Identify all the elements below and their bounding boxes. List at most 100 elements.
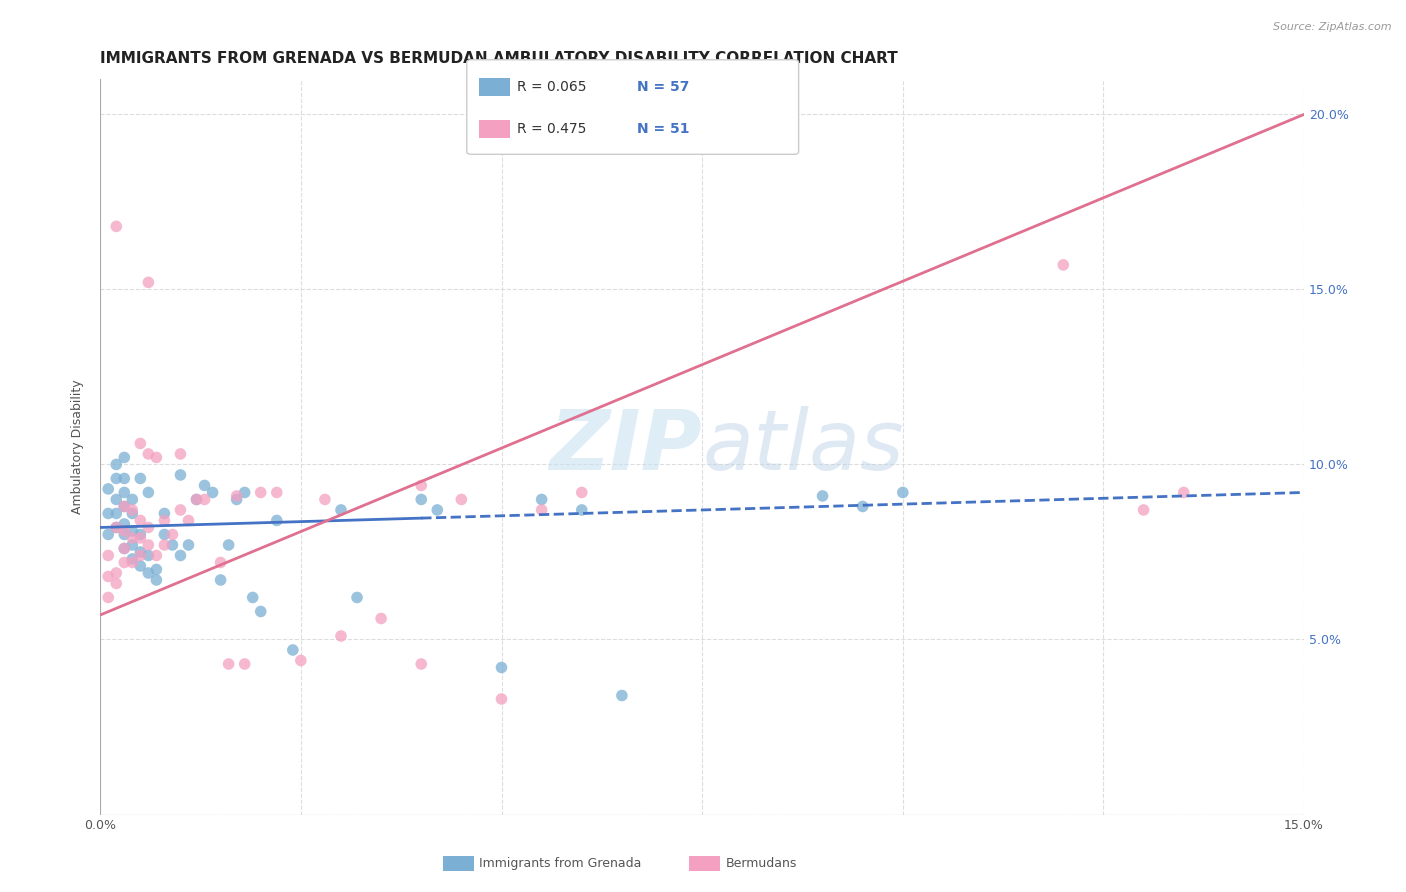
Point [129, 549, 152, 563]
Point [112, 471, 135, 485]
Point [97, 482, 120, 496]
Point [97, 527, 120, 541]
Text: Immigrants from Grenada: Immigrants from Grenada [479, 857, 641, 870]
Point [225, 492, 247, 507]
Point [153, 538, 176, 552]
Point [186, 492, 208, 507]
Point [112, 541, 135, 556]
Point [218, 657, 240, 671]
Text: R = 0.065: R = 0.065 [517, 80, 586, 94]
Point [162, 538, 184, 552]
Point [105, 492, 128, 507]
Point [105, 471, 128, 485]
Point [145, 450, 167, 465]
Text: Bermudans: Bermudans [725, 857, 797, 870]
Point [129, 513, 152, 527]
Point [1052, 258, 1074, 272]
Point [138, 520, 160, 534]
Point [153, 507, 176, 521]
Point [121, 531, 143, 545]
Point [153, 513, 176, 527]
Point [571, 485, 593, 500]
Point [201, 485, 224, 500]
Point [177, 513, 200, 527]
Point [249, 485, 271, 500]
Point [138, 549, 160, 563]
Point [314, 492, 336, 507]
Point [112, 500, 135, 514]
Point [145, 549, 167, 563]
Point [169, 447, 191, 461]
Text: atlas: atlas [702, 407, 904, 487]
Point [491, 692, 513, 706]
Point [97, 507, 120, 521]
Point [129, 436, 152, 450]
Point [233, 485, 256, 500]
Point [105, 576, 128, 591]
Point [530, 503, 553, 517]
Point [169, 503, 191, 517]
Point [218, 538, 240, 552]
Point [225, 489, 247, 503]
Point [290, 653, 312, 667]
Point [177, 538, 200, 552]
Point [411, 478, 433, 492]
Point [209, 556, 232, 570]
Point [330, 629, 353, 643]
Point [193, 478, 215, 492]
Point [209, 573, 232, 587]
Point [121, 556, 143, 570]
Text: Source: ZipAtlas.com: Source: ZipAtlas.com [1274, 22, 1392, 32]
Point [138, 447, 160, 461]
Point [112, 485, 135, 500]
Point [97, 549, 120, 563]
Point [491, 660, 513, 674]
Point [105, 219, 128, 234]
Point [346, 591, 368, 605]
Point [112, 524, 135, 538]
Point [450, 492, 472, 507]
Point [138, 276, 160, 290]
Text: ZIP: ZIP [550, 407, 702, 487]
Point [121, 503, 143, 517]
Point [145, 562, 167, 576]
Point [112, 541, 135, 556]
Point [426, 503, 449, 517]
Point [233, 657, 256, 671]
Point [138, 566, 160, 580]
Point [97, 569, 120, 583]
Point [138, 538, 160, 552]
Point [571, 503, 593, 517]
Point [411, 492, 433, 507]
Point [411, 657, 433, 671]
Point [852, 500, 875, 514]
Point [1173, 485, 1195, 500]
Point [129, 545, 152, 559]
Point [169, 549, 191, 563]
Point [112, 527, 135, 541]
Point [266, 513, 288, 527]
Point [97, 591, 120, 605]
Point [121, 492, 143, 507]
Point [121, 507, 143, 521]
Point [610, 689, 633, 703]
Text: R = 0.475: R = 0.475 [517, 122, 586, 136]
Point [129, 527, 152, 541]
Point [811, 489, 834, 503]
Y-axis label: Ambulatory Disability: Ambulatory Disability [72, 380, 84, 515]
Point [138, 485, 160, 500]
Point [530, 492, 553, 507]
Text: N = 51: N = 51 [637, 122, 689, 136]
Point [112, 450, 135, 465]
Point [112, 556, 135, 570]
Point [1132, 503, 1154, 517]
Point [121, 538, 143, 552]
Point [186, 492, 208, 507]
Text: IMMIGRANTS FROM GRENADA VS BERMUDAN AMBULATORY DISABILITY CORRELATION CHART: IMMIGRANTS FROM GRENADA VS BERMUDAN AMBU… [100, 51, 898, 66]
Point [105, 458, 128, 472]
Point [242, 591, 264, 605]
Point [169, 467, 191, 482]
Point [105, 566, 128, 580]
Point [121, 552, 143, 566]
Point [105, 507, 128, 521]
